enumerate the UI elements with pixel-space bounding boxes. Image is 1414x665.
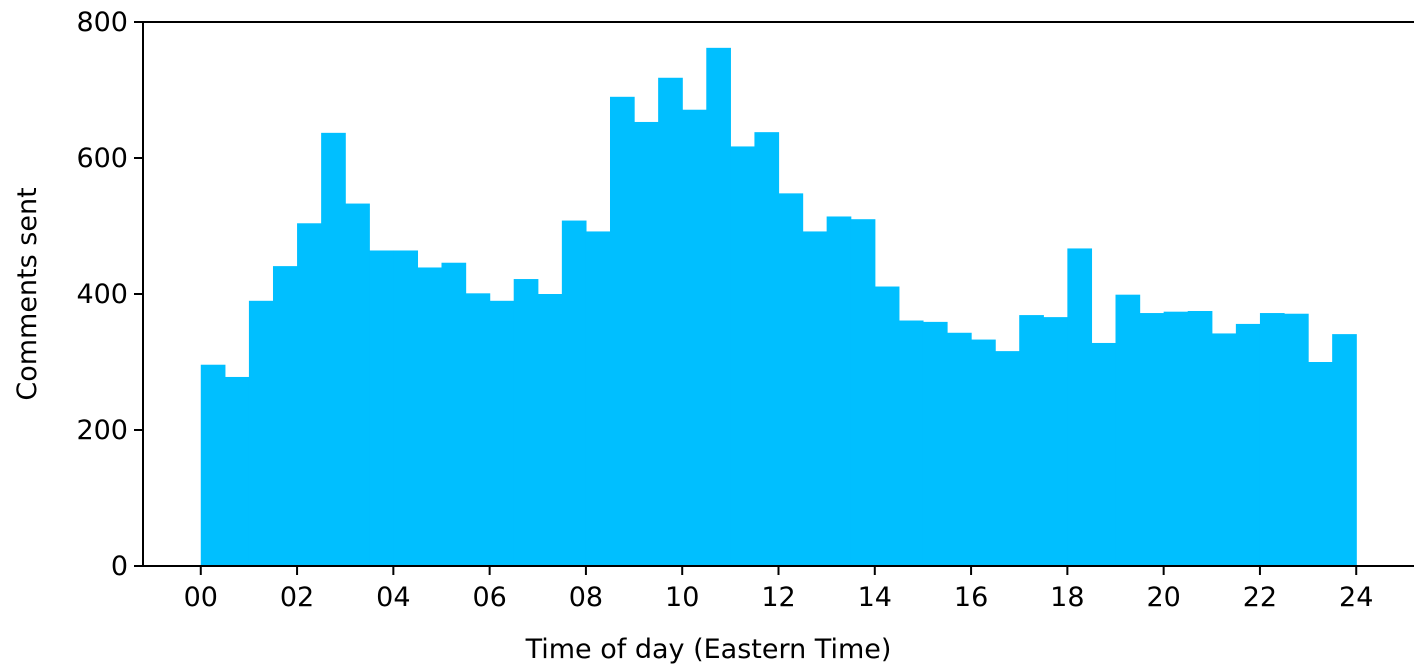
histogram-bar: [1259, 313, 1285, 566]
x-tick-label: 10: [665, 582, 699, 613]
histogram-bar: [778, 193, 804, 567]
histogram-bar: [609, 96, 635, 567]
histogram-bar: [417, 267, 443, 566]
bars-group: [200, 47, 1357, 567]
histogram-bar: [874, 286, 900, 566]
histogram-bar: [200, 364, 226, 566]
x-tick-label: 24: [1339, 582, 1373, 613]
histogram-bar: [995, 351, 1020, 566]
x-tick-label: 20: [1146, 582, 1180, 613]
histogram-bar: [297, 223, 322, 566]
histogram-bar: [706, 47, 731, 566]
histogram-bar: [826, 216, 852, 567]
x-tick-label: 22: [1243, 582, 1277, 613]
histogram-bar: [345, 203, 370, 566]
x-tick-label: 02: [280, 582, 314, 613]
histogram-bar: [1284, 313, 1309, 566]
x-tick-label: 00: [184, 582, 218, 613]
histogram-bar: [730, 146, 756, 566]
histogram-bar: [1043, 317, 1068, 566]
histogram-bar: [1235, 323, 1261, 566]
histogram-bar: [537, 294, 563, 566]
histogram-bar: [1019, 315, 1044, 566]
histogram-bar: [802, 231, 828, 566]
histogram-bar: [1091, 342, 1117, 566]
histogram-bar: [754, 132, 780, 566]
x-tick-label: 14: [858, 582, 892, 613]
x-axis-label: Time of day (Eastern Time): [525, 634, 892, 665]
histogram-bar: [1115, 294, 1141, 566]
histogram-bar: [634, 121, 659, 567]
histogram-bar: [1067, 248, 1093, 566]
histogram-bar: [947, 332, 972, 566]
x-tick-label: 08: [569, 582, 603, 613]
y-tick-label: 600: [76, 143, 128, 174]
histogram-bar: [898, 320, 924, 566]
histogram-bar: [1187, 311, 1213, 566]
x-tick-label: 04: [376, 582, 410, 613]
histogram-bar: [658, 77, 683, 566]
histogram-bar: [489, 300, 515, 566]
histogram-bar: [1139, 313, 1165, 566]
y-tick-label: 200: [76, 415, 128, 446]
histogram-bar: [1211, 333, 1237, 566]
histogram-bar: [513, 279, 539, 566]
histogram-bar: [393, 250, 419, 567]
x-tick-label: 12: [761, 582, 795, 613]
histogram-bar: [561, 220, 587, 566]
y-axis-label: Comments sent: [12, 187, 43, 400]
y-ticks-group: 0 200 400 600 800: [76, 7, 143, 582]
x-tick-label: 16: [954, 582, 988, 613]
y-tick-label: 0: [111, 551, 128, 582]
histogram-bar: [1332, 334, 1357, 566]
histogram-bar: [369, 250, 394, 567]
x-tick-label: 06: [472, 582, 506, 613]
histogram-bar: [441, 262, 467, 566]
x-tick-label: 18: [1050, 582, 1084, 613]
histogram-bar: [585, 231, 611, 566]
histogram-bar: [682, 109, 707, 566]
y-tick-label: 400: [76, 279, 128, 310]
histogram-bar: [971, 339, 996, 566]
histogram-bar: [1308, 362, 1333, 566]
histogram-bar: [224, 376, 250, 566]
y-tick-label: 800: [76, 7, 128, 38]
x-ticks-group: 00 02 04 06 08 10 12 14 16 18 20 22 24: [184, 566, 1373, 613]
histogram-bar: [922, 321, 948, 566]
histogram-bar: [465, 293, 491, 566]
histogram-bar: [272, 266, 298, 566]
histogram-bar: [321, 132, 346, 566]
histogram-bar: [1163, 311, 1189, 566]
histogram-bar: [850, 219, 876, 566]
histogram-bar: [248, 300, 274, 566]
